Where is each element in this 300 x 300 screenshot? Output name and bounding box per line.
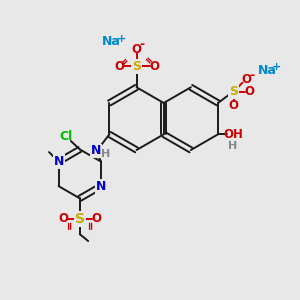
Text: O: O bbox=[241, 73, 251, 85]
Text: =: = bbox=[64, 220, 74, 229]
Text: +: + bbox=[116, 34, 126, 44]
Text: +: + bbox=[272, 62, 281, 72]
Text: O: O bbox=[91, 212, 101, 225]
Text: O: O bbox=[114, 60, 124, 73]
Text: N: N bbox=[53, 155, 64, 168]
Text: O: O bbox=[244, 85, 254, 98]
Text: N: N bbox=[96, 180, 106, 193]
Text: H: H bbox=[101, 149, 110, 159]
Text: S: S bbox=[75, 212, 85, 226]
Text: H: H bbox=[228, 141, 238, 151]
Text: S: S bbox=[132, 60, 141, 73]
Text: =: = bbox=[119, 55, 132, 68]
Text: Cl: Cl bbox=[60, 130, 73, 143]
Text: OH: OH bbox=[224, 128, 244, 141]
Text: N: N bbox=[91, 144, 101, 157]
Text: O: O bbox=[149, 60, 159, 73]
Text: =: = bbox=[85, 220, 95, 229]
Text: O: O bbox=[58, 212, 68, 225]
Text: O: O bbox=[132, 43, 142, 56]
Text: O: O bbox=[229, 100, 238, 112]
Text: Na: Na bbox=[102, 35, 121, 48]
Text: -: - bbox=[140, 38, 145, 51]
Text: =: = bbox=[142, 55, 154, 68]
Text: S: S bbox=[229, 85, 238, 98]
Text: -: - bbox=[250, 69, 255, 82]
Text: Na: Na bbox=[258, 64, 276, 76]
